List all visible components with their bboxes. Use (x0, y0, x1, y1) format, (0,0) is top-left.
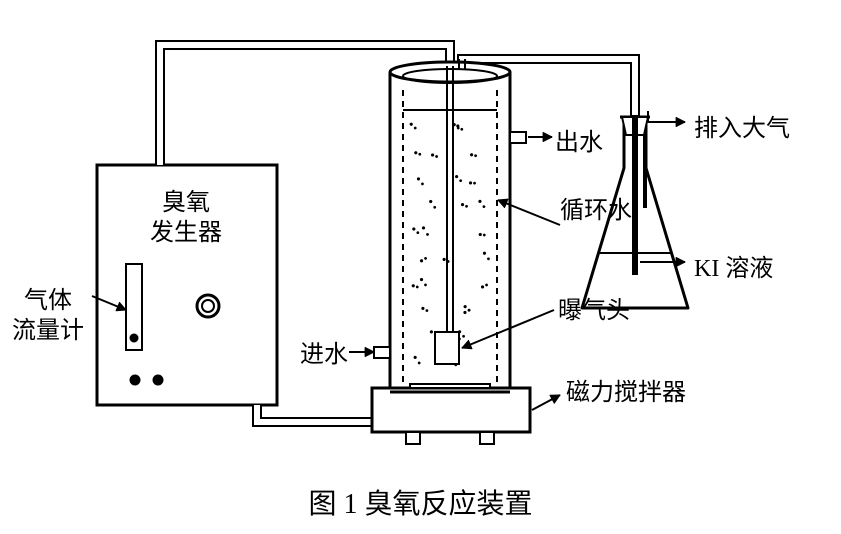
generator-label-2: 发生器 (150, 212, 222, 247)
ki-label: KI 溶液 (694, 248, 773, 283)
outlet-label: 出水 (555, 122, 603, 157)
circulating-label: 循环水 (560, 190, 632, 225)
stirrer-label: 磁力搅拌器 (566, 372, 686, 407)
aerator-label: 曝气头 (558, 290, 630, 325)
inlet-label: 进水 (300, 334, 348, 369)
figure-caption: 图 1 臭氧反应装置 (0, 482, 841, 522)
flowmeter-label-2: 流量计 (12, 310, 84, 345)
to-atm-label: 排入大气 (694, 108, 790, 143)
